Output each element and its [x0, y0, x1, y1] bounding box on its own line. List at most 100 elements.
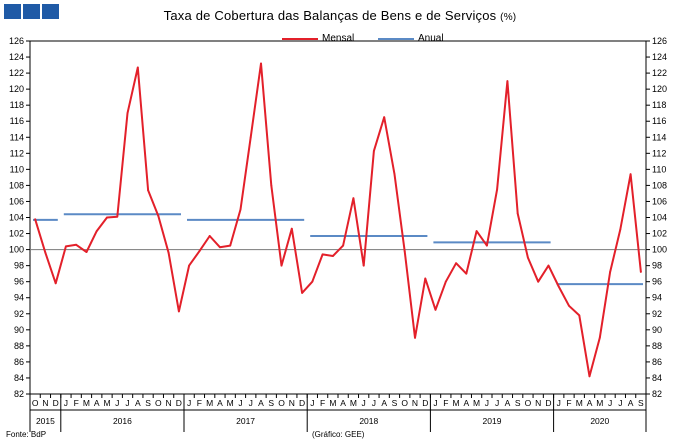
mensal-data-point [629, 173, 632, 176]
x-tick-label-month: M [227, 398, 234, 408]
x-tick-label-month: J [238, 398, 242, 408]
mensal-data-point [465, 272, 468, 275]
logo-block-1 [4, 4, 21, 19]
x-tick-label-month: N [289, 398, 295, 408]
legend-swatch-anual [378, 37, 414, 40]
y-tick-label-right: 108 [652, 180, 667, 190]
mensal-data-point [485, 244, 488, 247]
mensal-data-point [557, 285, 560, 288]
x-tick-label-month: M [473, 398, 480, 408]
mensal-data-point [331, 255, 334, 257]
x-tick-label-month: F [566, 398, 571, 408]
mensal-data-point [568, 304, 570, 307]
x-tick-label-month: J [115, 398, 119, 408]
y-tick-label-left: 88 [14, 341, 24, 351]
mensal-data-point [260, 62, 262, 65]
year-label: 2018 [359, 416, 378, 426]
chart-title: Taxa de Cobertura das Balanças de Bens e… [0, 8, 680, 23]
mensal-data-point [352, 197, 355, 200]
y-tick-label-right: 102 [652, 229, 667, 239]
mensal-data-point [147, 189, 149, 192]
x-tick-label-month: N [535, 398, 541, 408]
mensal-data-point [321, 253, 324, 256]
y-tick-label-right: 94 [652, 293, 662, 303]
x-tick-label-month: J [495, 398, 499, 408]
y-tick-label-left: 104 [9, 213, 24, 223]
x-tick-label-month: A [217, 398, 223, 408]
mensal-data-point [639, 271, 642, 273]
y-tick-label-right: 122 [652, 68, 667, 78]
y-tick-label-left: 106 [9, 196, 24, 206]
logo-block-2 [23, 4, 40, 19]
legend-item-mensal: Mensal [282, 33, 354, 44]
x-tick-label-month: J [362, 398, 366, 408]
mensal-data-point [219, 246, 221, 249]
y-tick-label-left: 110 [10, 164, 24, 174]
x-tick-label-month: O [401, 398, 408, 408]
mensal-data-point [126, 112, 129, 115]
mensal-data-point [362, 264, 365, 267]
mensal-data-point [424, 277, 427, 280]
x-tick-label-month: S [638, 398, 644, 408]
y-tick-label-left: 126 [9, 36, 24, 46]
y-tick-label-right: 96 [652, 277, 662, 287]
mensal-data-point [537, 280, 540, 283]
mensal-data-point [619, 228, 622, 231]
mensal-data-point [177, 310, 180, 313]
mensal-data-point [588, 375, 591, 378]
x-tick-label-month: D [53, 398, 59, 408]
year-label: 2019 [483, 416, 502, 426]
y-tick-label-left: 114 [10, 132, 24, 142]
x-tick-label-month: O [525, 398, 532, 408]
y-tick-label-left: 112 [10, 148, 24, 158]
x-tick-label-month: F [74, 398, 79, 408]
x-tick-label-month: D [545, 398, 551, 408]
y-tick-label-right: 82 [652, 389, 662, 399]
x-tick-label-month: F [197, 398, 202, 408]
x-tick-label-month: F [443, 398, 448, 408]
mensal-data-point [75, 243, 78, 246]
year-label: 2017 [236, 416, 255, 426]
mensal-data-point [444, 280, 447, 283]
y-tick-label-right: 124 [652, 52, 667, 62]
x-tick-label-month: M [329, 398, 336, 408]
mensal-data-point [290, 227, 293, 230]
x-tick-label-month: M [453, 398, 460, 408]
y-tick-label-left: 98 [14, 261, 24, 271]
x-tick-label-month: A [340, 398, 346, 408]
mensal-data-point [106, 216, 108, 219]
mensal-data-point [136, 66, 139, 69]
mensal-data-point [527, 256, 529, 259]
x-tick-label-month: S [392, 398, 398, 408]
x-tick-label-month: A [587, 398, 593, 408]
mensal-data-point [65, 245, 67, 248]
y-tick-label-right: 116 [652, 116, 666, 126]
gee-logo [4, 4, 59, 19]
mensal-data-point [229, 244, 232, 247]
x-tick-label-month: D [299, 398, 305, 408]
legend-label-anual: Anual [418, 33, 444, 44]
y-tick-label-left: 116 [10, 116, 24, 126]
x-tick-label-month: A [505, 398, 511, 408]
x-tick-label-month: A [381, 398, 387, 408]
mensal-data-point [516, 212, 519, 215]
mensal-data-point [598, 336, 601, 339]
mensal-data-point [157, 214, 160, 217]
y-tick-label-left: 96 [14, 277, 24, 287]
x-tick-label-month: J [485, 398, 489, 408]
x-tick-label-month: S [145, 398, 151, 408]
mensal-data-point [311, 280, 314, 283]
x-tick-label-month: J [433, 398, 437, 408]
y-tick-label-left: 86 [14, 357, 24, 367]
source-note: Fonte: BdP [6, 430, 47, 439]
x-tick-label-month: J [125, 398, 129, 408]
y-tick-label-left: 84 [14, 373, 24, 383]
x-tick-label-month: J [618, 398, 622, 408]
y-tick-label-left: 100 [9, 245, 24, 255]
y-tick-label-left: 94 [14, 293, 24, 303]
y-tick-label-right: 92 [652, 309, 662, 319]
mensal-data-point [301, 292, 303, 294]
y-tick-label-right: 118 [652, 100, 666, 110]
x-tick-label-month: O [155, 398, 162, 408]
y-tick-label-left: 118 [10, 100, 24, 110]
